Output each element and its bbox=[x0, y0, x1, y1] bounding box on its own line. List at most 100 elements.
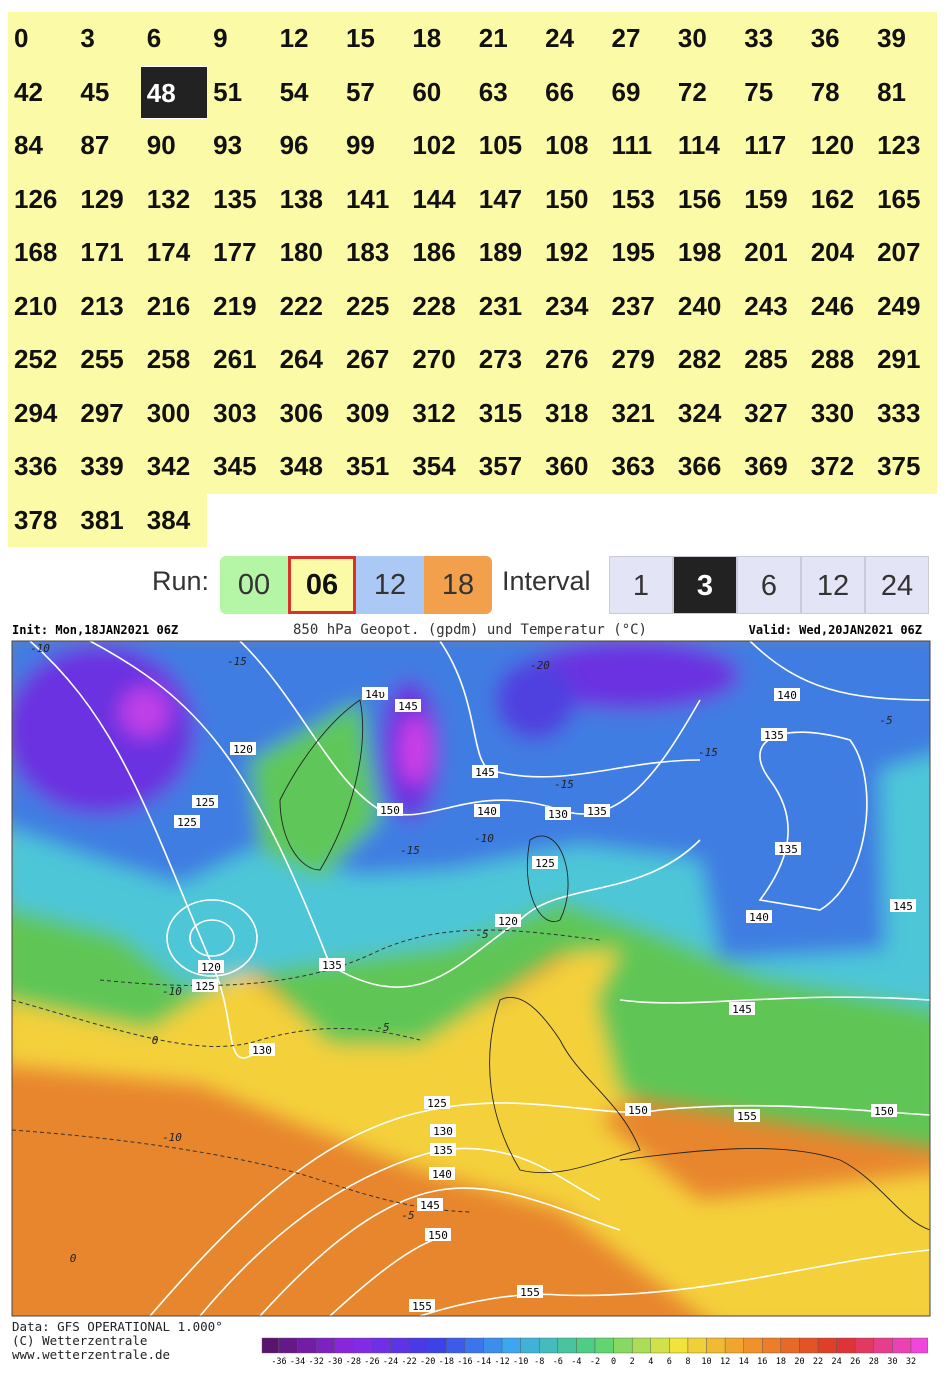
hour-link[interactable]: 135 bbox=[207, 172, 274, 226]
hour-link[interactable]: 168 bbox=[8, 226, 75, 280]
hour-link[interactable]: 21 bbox=[472, 12, 540, 66]
hour-link[interactable]: 108 bbox=[539, 119, 606, 173]
hour-link[interactable]: 126 bbox=[8, 172, 75, 226]
hour-link[interactable]: 87 bbox=[74, 119, 141, 173]
hour-link[interactable]: 348 bbox=[273, 440, 340, 494]
hour-link[interactable]: 378 bbox=[8, 493, 75, 547]
hour-link[interactable]: 243 bbox=[738, 279, 805, 333]
hour-link[interactable]: 15 bbox=[339, 12, 407, 66]
hour-link[interactable]: 339 bbox=[74, 440, 141, 494]
hour-link[interactable]: 276 bbox=[539, 333, 606, 387]
hour-link[interactable]: 366 bbox=[671, 440, 739, 494]
hour-link[interactable]: 234 bbox=[539, 279, 606, 333]
hour-link[interactable]: 105 bbox=[472, 119, 540, 173]
hour-link[interactable]: 3 bbox=[74, 12, 141, 66]
hour-link[interactable]: 66 bbox=[539, 65, 606, 119]
run-button[interactable]: 12 bbox=[356, 556, 424, 614]
hour-link[interactable]: 177 bbox=[207, 226, 274, 280]
hour-link[interactable]: 258 bbox=[140, 333, 208, 387]
hour-link[interactable]: 132 bbox=[140, 172, 208, 226]
hour-link[interactable]: 291 bbox=[871, 333, 938, 387]
hour-link[interactable]: 198 bbox=[671, 226, 739, 280]
hour-link[interactable]: 201 bbox=[738, 226, 805, 280]
hour-link[interactable]: 84 bbox=[8, 119, 75, 173]
hour-link[interactable]: 279 bbox=[605, 333, 672, 387]
hour-link[interactable]: 306 bbox=[273, 386, 340, 440]
hour-link[interactable]: 213 bbox=[74, 279, 141, 333]
hour-link[interactable]: 171 bbox=[74, 226, 141, 280]
hour-link[interactable]: 345 bbox=[207, 440, 274, 494]
hour-link[interactable]: 9 bbox=[207, 12, 274, 66]
hour-link[interactable]: 156 bbox=[671, 172, 739, 226]
hour-link[interactable]: 81 bbox=[871, 65, 938, 119]
hour-link[interactable]: 33 bbox=[738, 12, 805, 66]
hour-link[interactable]: 255 bbox=[74, 333, 141, 387]
hour-link[interactable]: 183 bbox=[339, 226, 407, 280]
hour-link[interactable]: 123 bbox=[871, 119, 938, 173]
hour-link[interactable]: 219 bbox=[207, 279, 274, 333]
hour-link[interactable]: 216 bbox=[140, 279, 208, 333]
hour-link[interactable]: 117 bbox=[738, 119, 805, 173]
hour-link[interactable]: 267 bbox=[339, 333, 407, 387]
hour-link[interactable]: 45 bbox=[74, 65, 141, 119]
hour-link[interactable]: 315 bbox=[472, 386, 540, 440]
interval-button[interactable]: 6 bbox=[737, 556, 801, 614]
run-button[interactable]: 00 bbox=[220, 556, 288, 614]
hour-link[interactable]: 261 bbox=[207, 333, 274, 387]
hour-link[interactable]: 285 bbox=[738, 333, 805, 387]
interval-button[interactable]: 3 bbox=[673, 556, 737, 614]
hour-link[interactable]: 153 bbox=[605, 172, 672, 226]
hour-link[interactable]: 312 bbox=[406, 386, 473, 440]
hour-link[interactable]: 180 bbox=[273, 226, 340, 280]
hour-link[interactable]: 102 bbox=[406, 119, 473, 173]
hour-link[interactable]: 93 bbox=[207, 119, 274, 173]
hour-link[interactable]: 195 bbox=[605, 226, 672, 280]
hour-link[interactable]: 57 bbox=[339, 65, 407, 119]
hour-link[interactable]: 150 bbox=[539, 172, 606, 226]
hour-link[interactable]: 129 bbox=[74, 172, 141, 226]
hour-link[interactable]: 384 bbox=[140, 493, 208, 547]
hour-link[interactable]: 174 bbox=[140, 226, 208, 280]
hour-link[interactable]: 60 bbox=[406, 65, 473, 119]
hour-link[interactable]: 321 bbox=[605, 386, 672, 440]
hour-link[interactable]: 330 bbox=[804, 386, 872, 440]
hour-link[interactable]: 318 bbox=[539, 386, 606, 440]
hour-link[interactable]: 273 bbox=[472, 333, 540, 387]
hour-link[interactable]: 144 bbox=[406, 172, 473, 226]
hour-link[interactable]: 294 bbox=[8, 386, 75, 440]
hour-link[interactable]: 327 bbox=[738, 386, 805, 440]
hour-link[interactable]: 48 bbox=[140, 66, 208, 118]
hour-link[interactable]: 51 bbox=[207, 65, 274, 119]
hour-link[interactable]: 372 bbox=[804, 440, 872, 494]
hour-link[interactable]: 357 bbox=[472, 440, 540, 494]
hour-link[interactable]: 111 bbox=[605, 119, 672, 173]
run-button[interactable]: 06 bbox=[288, 556, 356, 614]
hour-link[interactable]: 360 bbox=[539, 440, 606, 494]
hour-link[interactable]: 0 bbox=[8, 12, 75, 66]
hour-link[interactable]: 69 bbox=[605, 65, 672, 119]
hour-link[interactable]: 252 bbox=[8, 333, 75, 387]
hour-link[interactable]: 225 bbox=[339, 279, 407, 333]
hour-link[interactable]: 336 bbox=[8, 440, 75, 494]
hour-link[interactable]: 237 bbox=[605, 279, 672, 333]
hour-link[interactable]: 210 bbox=[8, 279, 75, 333]
hour-link[interactable]: 354 bbox=[406, 440, 473, 494]
hour-link[interactable]: 120 bbox=[804, 119, 872, 173]
hour-link[interactable]: 141 bbox=[339, 172, 407, 226]
hour-link[interactable]: 96 bbox=[273, 119, 340, 173]
hour-link[interactable]: 309 bbox=[339, 386, 407, 440]
hour-link[interactable]: 297 bbox=[74, 386, 141, 440]
hour-link[interactable]: 138 bbox=[273, 172, 340, 226]
hour-link[interactable]: 42 bbox=[8, 65, 75, 119]
hour-link[interactable]: 249 bbox=[871, 279, 938, 333]
interval-button[interactable]: 24 bbox=[865, 556, 929, 614]
hour-link[interactable]: 78 bbox=[804, 65, 872, 119]
hour-link[interactable]: 381 bbox=[74, 493, 141, 547]
run-button[interactable]: 18 bbox=[424, 556, 492, 614]
hour-link[interactable]: 222 bbox=[273, 279, 340, 333]
hour-link[interactable]: 282 bbox=[671, 333, 739, 387]
hour-link[interactable]: 288 bbox=[804, 333, 872, 387]
hour-link[interactable]: 54 bbox=[273, 65, 340, 119]
hour-link[interactable]: 240 bbox=[671, 279, 739, 333]
hour-link[interactable]: 12 bbox=[273, 12, 340, 66]
